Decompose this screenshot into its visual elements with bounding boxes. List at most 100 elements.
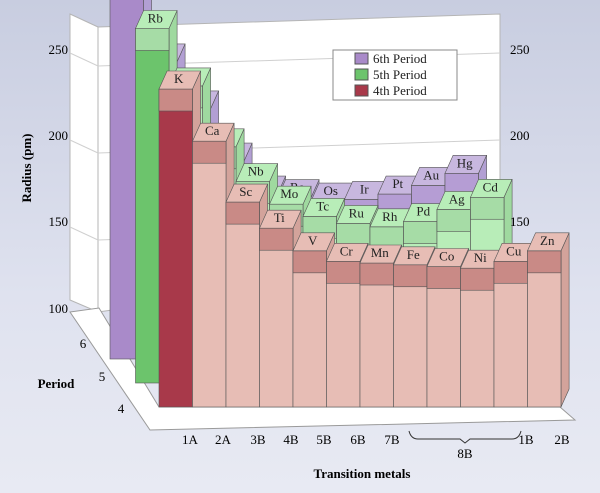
y-tick-label-right: 200 <box>510 128 530 143</box>
z-tick-label: 4 <box>118 401 125 416</box>
bar-element-label: K <box>174 71 184 86</box>
bar-top <box>359 244 403 264</box>
z-axis-title: Period <box>38 376 76 391</box>
x-tick-label: 5B <box>316 432 332 447</box>
bar-top <box>527 232 570 252</box>
legend-swatch <box>354 84 369 97</box>
bar-top <box>302 198 346 217</box>
y-tick-label-left: 200 <box>49 128 69 143</box>
bar-front <box>426 266 461 408</box>
bar-element-label: Mo <box>280 186 298 201</box>
x-tick-label: 2B <box>554 432 570 447</box>
axes: 100 150 150 200 200 250 250 6 5 4 1A 2A 3B 4B 5B 6B 7B 8B… <box>49 42 570 461</box>
bar-label-band <box>527 250 562 274</box>
x-tick-label: 1B <box>518 432 534 447</box>
bar-element-label: Fe <box>407 247 420 262</box>
bar-element-label: Sc <box>239 184 252 199</box>
bar-front <box>527 250 562 408</box>
bar-element-label: Co <box>439 249 454 264</box>
bar-element-label: Nb <box>248 164 264 179</box>
bar-label-band <box>259 227 294 251</box>
x-group-brace <box>408 430 522 444</box>
legend-label: 4th Period <box>373 83 427 98</box>
bar-top <box>192 122 235 142</box>
bar-front <box>259 227 294 408</box>
bar-label-band <box>393 264 428 288</box>
x-axis-title: Transition metals <box>314 466 411 481</box>
bar-label-band <box>460 267 495 291</box>
legend-swatch <box>354 52 369 65</box>
bar-label-band <box>426 266 461 289</box>
bar-top <box>393 246 436 266</box>
bar-label-band <box>403 221 438 244</box>
bar-front <box>460 267 495 408</box>
bar-group: CsWReOsIrPtAuHgRbZrNbMoTcRuRhPdAgCdKCaSc… <box>109 0 570 408</box>
bar-label-band <box>326 260 361 284</box>
bar-label-band <box>192 140 227 164</box>
bar-top <box>426 248 470 267</box>
bar-element-label: Hg <box>457 155 473 170</box>
y-tick-label-right: 150 <box>510 214 530 229</box>
bar-element-label: Ru <box>349 205 365 220</box>
bar-label-band <box>470 196 505 220</box>
bar-label-band <box>225 201 260 225</box>
x-tick-label: 3B <box>250 432 266 447</box>
bar-front <box>326 260 361 408</box>
bar-element-label: Cd <box>483 179 499 194</box>
bar-top <box>235 163 279 182</box>
gridline-side <box>69 139 99 154</box>
legend-swatch <box>354 68 369 81</box>
bar-front <box>225 201 260 408</box>
bar-element-label: Cr <box>340 243 354 258</box>
x-tick-label: 8B <box>457 446 473 461</box>
bar-element-label: Ag <box>449 191 465 206</box>
x-tick-label: 6B <box>350 432 366 447</box>
bar-element-label: Pd <box>416 204 430 219</box>
bar-top <box>225 183 269 203</box>
z-tick-label: 6 <box>80 336 87 351</box>
bar-element-label: Os <box>324 183 338 198</box>
x-tick-label: 4B <box>283 432 299 447</box>
legend-box <box>332 49 458 101</box>
bar-element-label: Tc <box>316 198 329 213</box>
z-tick-label: 5 <box>99 369 106 384</box>
bar-top <box>158 70 202 90</box>
bar-top <box>470 179 513 198</box>
legend-label: 5th Period <box>373 67 427 82</box>
bar-top <box>326 243 369 262</box>
y-tick-label-left: 150 <box>49 214 69 229</box>
bar-front <box>393 264 428 408</box>
x-tick-label: 1A <box>182 432 199 447</box>
gridline-side <box>69 226 99 241</box>
bar-element-label: Pt <box>392 176 403 191</box>
bar-front <box>192 140 227 408</box>
bar-top <box>336 205 379 224</box>
bar-label-band <box>359 262 394 286</box>
bar-element-label: Ni <box>474 250 487 265</box>
y-axis-title: Radius (pm) <box>19 134 34 203</box>
series-4: K Ca Sc Ti V Cr Mn Fe Co Ni Cu Zn <box>158 70 570 408</box>
y-tick-label-left: 250 <box>49 42 69 57</box>
bar-element-label: Au <box>423 167 439 182</box>
bar-front <box>292 250 327 408</box>
x-tick-label: 2A <box>215 432 232 447</box>
side-wall-panel <box>69 13 99 313</box>
bar-label-band <box>158 88 193 112</box>
bar-top <box>259 209 302 229</box>
bar-label-band <box>336 223 371 246</box>
bar-front <box>158 88 193 408</box>
bar-element-label: V <box>308 233 318 248</box>
bar-label-band <box>436 209 471 232</box>
bar-top <box>269 185 312 205</box>
bar-top <box>135 10 178 29</box>
bar-label-band <box>292 250 327 274</box>
bar-label-band <box>493 260 528 284</box>
bar-label-band <box>135 28 170 51</box>
bar-element-label: Rh <box>382 209 398 224</box>
bar-element-label: Ti <box>274 210 285 225</box>
gridline-side <box>69 52 99 67</box>
bar-side <box>560 232 570 408</box>
bar-top <box>292 232 336 252</box>
